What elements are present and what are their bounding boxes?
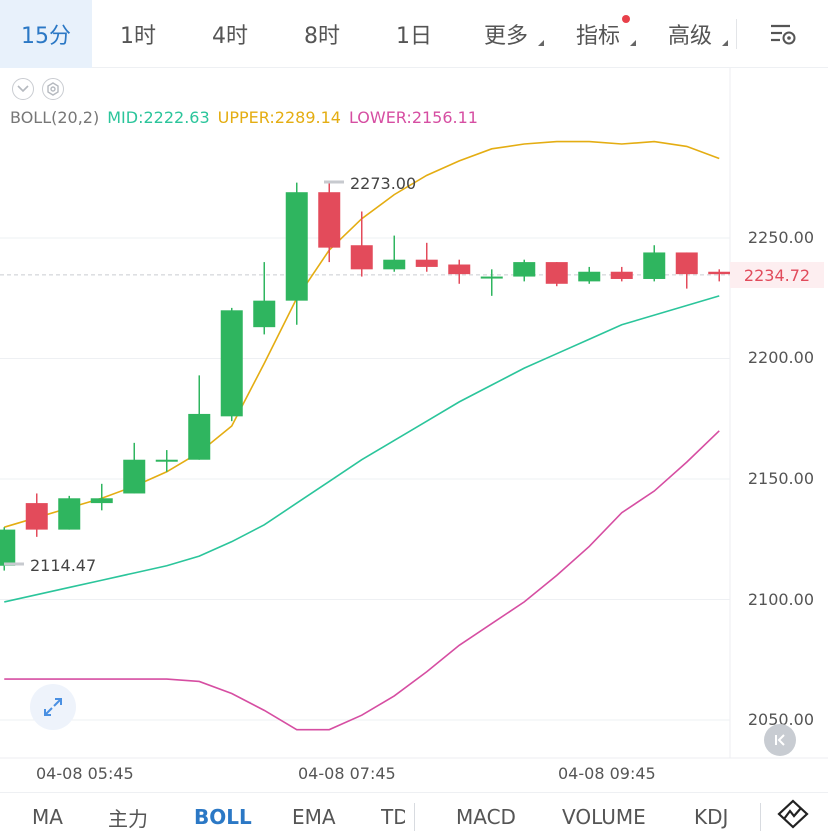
candle-body [675, 252, 698, 275]
candle-body [285, 192, 308, 301]
candle-body [415, 259, 438, 267]
time-label: 04-08 09:45 [558, 764, 656, 783]
price-tick-label: 2150.00 [747, 469, 814, 488]
divider [760, 803, 761, 831]
tab-advanced[interactable]: 高级 [644, 0, 736, 68]
tab-label: 15分 [21, 23, 71, 49]
dropdown-caret-icon [538, 39, 544, 46]
dropdown-caret-icon [630, 39, 636, 46]
legend-lower: LOWER:2156.11 [348, 108, 478, 127]
boll-mid-line [4, 295, 720, 603]
candle-body [25, 503, 48, 530]
tab-label: 1时 [120, 23, 156, 49]
collapse-chevron-icon[interactable] [12, 78, 34, 100]
indicator-td[interactable]: TD [381, 805, 405, 829]
candle-body [448, 264, 471, 275]
tab-4h[interactable]: 4时 [184, 0, 276, 68]
tab-8h[interactable]: 8时 [276, 0, 368, 68]
legend-upper: UPPER:2289.14 [217, 108, 341, 127]
tab-15min[interactable]: 15分 [0, 0, 92, 68]
candle-body [610, 271, 633, 279]
price-tick-label: 2200.00 [747, 348, 814, 367]
candle-body [480, 276, 503, 279]
tab-label: 指标 [575, 23, 620, 49]
legend-mid: MID:2222.63 [107, 108, 210, 127]
candle-body [545, 262, 568, 284]
tab-indicators[interactable]: 指标 [552, 0, 644, 68]
candlestick-chart[interactable] [0, 0, 828, 792]
timeframe-bar: 15分 1时 4时 8时 1日 更多 指标 高级 [0, 0, 828, 68]
candle-body [513, 262, 536, 277]
candle-body [0, 529, 16, 566]
legend-indicator-name: BOLL(20,2) [10, 108, 100, 127]
drawing-tool-icon [777, 799, 809, 829]
dropdown-caret-icon [722, 39, 728, 46]
indicator-bar: MA 主力 BOLL EMA TD MACD VOLUME KDJ [0, 792, 828, 840]
tab-label: 高级 [667, 23, 712, 49]
price-tick-label: 2050.00 [747, 710, 814, 729]
low-annotation: 2114.47 [30, 556, 97, 575]
time-label: 04-08 07:45 [298, 764, 396, 783]
candle-body [383, 259, 406, 270]
jump-to-latest-icon [775, 734, 785, 746]
candle-body [188, 413, 211, 460]
fullscreen-button[interactable] [30, 684, 76, 730]
candle-body [318, 192, 341, 248]
tab-label: 更多 [483, 23, 528, 49]
chart-settings-icon [770, 24, 795, 44]
price-tick-label: 2100.00 [747, 590, 814, 609]
high-annotation: 2273.00 [350, 174, 417, 193]
indicator-volume[interactable]: VOLUME [562, 805, 646, 829]
indicator-ma[interactable]: MA [32, 805, 63, 829]
candle-body [123, 459, 146, 494]
tab-label: 4时 [212, 23, 248, 49]
last-price-badge: 2234.72 [730, 262, 824, 288]
candle-body [578, 271, 601, 282]
indicator-main-force[interactable]: 主力 [108, 806, 148, 831]
jump-to-latest-button[interactable] [764, 724, 796, 756]
candle-body [253, 300, 276, 328]
notification-dot [622, 14, 630, 23]
boll-legend: BOLL(20,2) MID:2222.63 UPPER:2289.14 LOW… [10, 108, 478, 127]
expand-arrows-icon [44, 698, 62, 716]
tab-more[interactable]: 更多 [460, 0, 552, 68]
boll-lower-line [4, 430, 720, 731]
tab-label: 8时 [304, 23, 340, 49]
indicator-settings-icon[interactable] [42, 78, 64, 100]
divider [736, 18, 737, 49]
chart-mini-toolbar [12, 78, 64, 100]
chart-settings-button[interactable] [737, 0, 828, 68]
indicator-boll[interactable]: BOLL [194, 805, 252, 829]
indicator-macd[interactable]: MACD [456, 805, 516, 829]
divider [414, 803, 415, 831]
boll-upper-line [4, 140, 720, 528]
drawing-tool-button[interactable] [776, 797, 810, 831]
price-tick-label: 2250.00 [747, 228, 814, 247]
candle-body [90, 498, 113, 504]
tab-1d[interactable]: 1日 [368, 0, 460, 68]
candle-body [220, 310, 243, 417]
tab-label: 1日 [396, 23, 432, 49]
candle-body [350, 245, 373, 270]
candle-body [155, 459, 178, 462]
indicator-ema[interactable]: EMA [292, 805, 336, 829]
tab-1h[interactable]: 1时 [92, 0, 184, 68]
indicator-kdj[interactable]: KDJ [694, 805, 729, 829]
time-label: 04-08 05:45 [36, 764, 134, 783]
candle-body [58, 498, 81, 530]
candle-body [643, 252, 666, 279]
candle-body [708, 271, 731, 275]
